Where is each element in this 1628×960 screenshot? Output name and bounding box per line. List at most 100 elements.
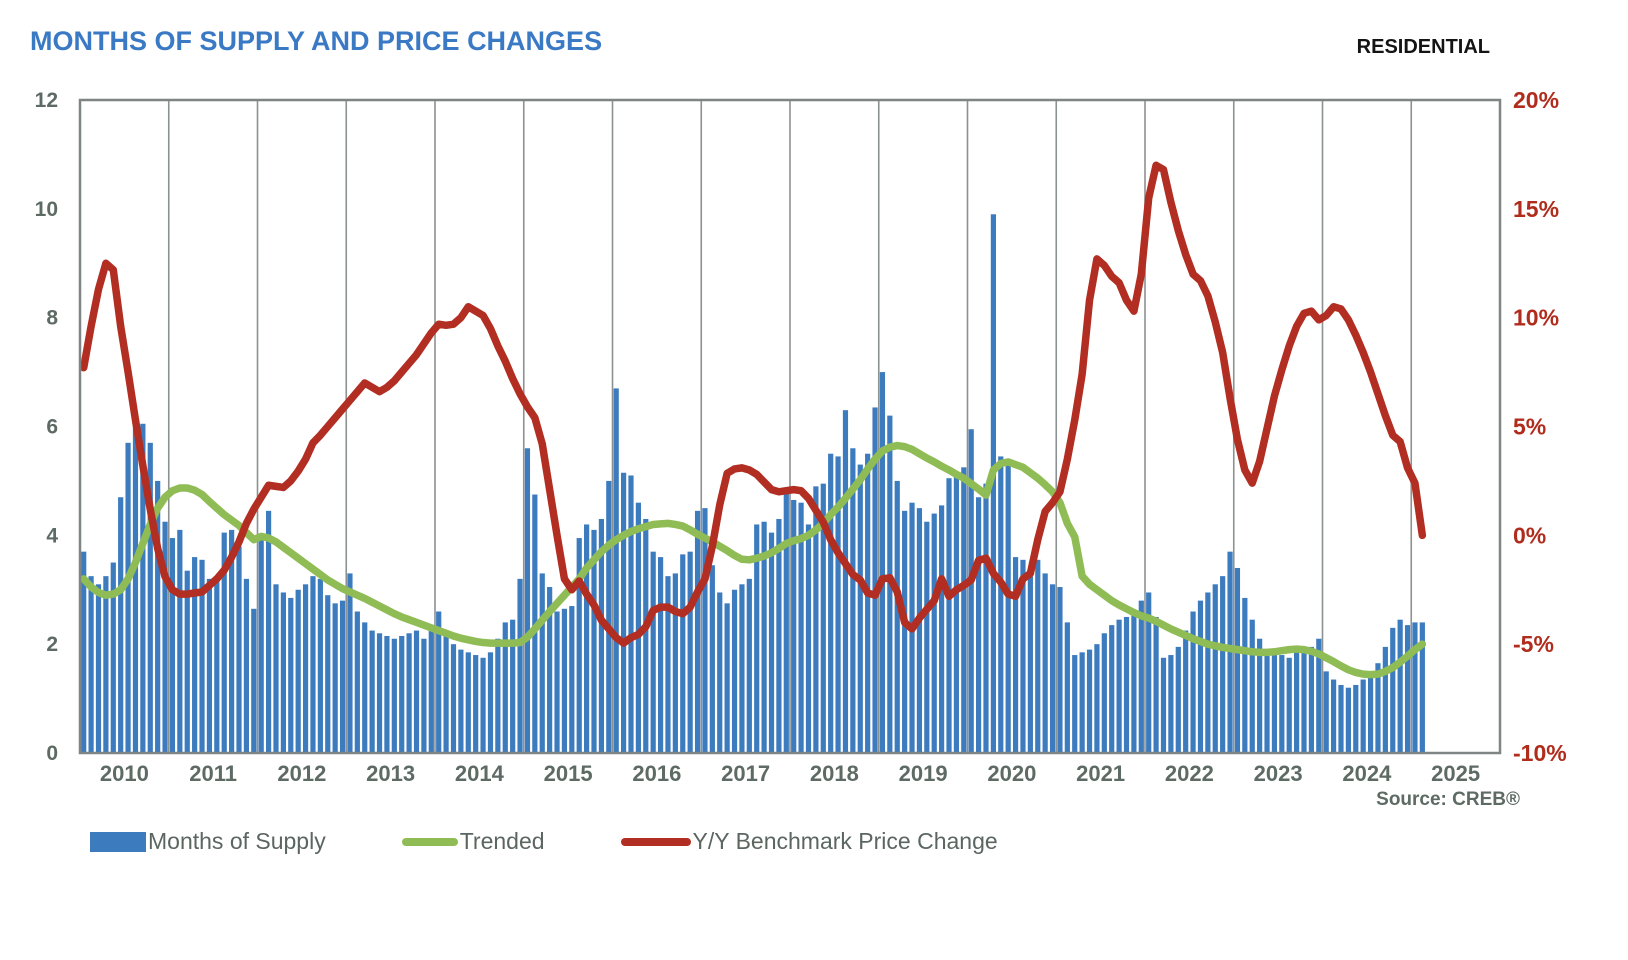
supply-bar xyxy=(687,551,693,753)
svg-text:10%: 10% xyxy=(1513,305,1559,331)
supply-bar xyxy=(302,584,309,753)
svg-text:2021: 2021 xyxy=(1076,761,1125,786)
supply-bar xyxy=(258,535,264,753)
supply-bar xyxy=(975,497,982,753)
supply-bar xyxy=(739,584,745,753)
supply-bar xyxy=(1404,625,1411,753)
svg-text:2025: 2025 xyxy=(1431,761,1480,786)
supply-bar xyxy=(672,573,678,753)
supply-bar xyxy=(547,587,553,753)
supply-bar xyxy=(791,499,797,753)
supply-bar xyxy=(110,562,116,753)
supply-bar xyxy=(1160,657,1167,753)
supply-bar xyxy=(783,489,789,753)
supply-bar xyxy=(517,578,523,753)
supply-bar xyxy=(1419,622,1425,753)
supply-bar xyxy=(1183,630,1189,753)
legend-item-price-change: Y/Y Benchmark Price Change xyxy=(620,828,998,855)
bar-swatch-icon xyxy=(90,831,146,852)
supply-bar xyxy=(835,456,841,753)
supply-bar xyxy=(598,519,605,753)
supply-bar xyxy=(702,508,708,753)
supply-bar xyxy=(1308,646,1315,753)
supply-bar xyxy=(155,480,161,753)
supply-bar xyxy=(273,584,279,753)
supply-bar xyxy=(1190,611,1196,753)
supply-bar xyxy=(1375,663,1381,753)
svg-text:2016: 2016 xyxy=(632,761,681,786)
legend-label: Trended xyxy=(459,828,545,854)
supply-bar xyxy=(983,483,989,753)
residential-label: RESIDENTIAL xyxy=(1356,36,1490,58)
svg-text:0%: 0% xyxy=(1513,522,1546,548)
svg-text:2022: 2022 xyxy=(1165,761,1214,786)
left-axis-ticks: 0 2 4 6 8 10 12 xyxy=(35,89,59,765)
supply-bar xyxy=(1123,616,1130,753)
supply-bar xyxy=(724,603,730,753)
supply-bar xyxy=(88,576,94,753)
supply-bar xyxy=(1249,619,1255,753)
supply-bar xyxy=(813,486,819,753)
supply-bar xyxy=(939,505,945,753)
svg-text:2013: 2013 xyxy=(366,761,415,786)
supply-bar xyxy=(1042,573,1048,753)
supply-bar xyxy=(798,502,804,753)
supply-bar xyxy=(169,538,176,753)
supply-bar xyxy=(569,606,575,753)
supply-bar xyxy=(1330,679,1337,753)
supply-bar xyxy=(1094,644,1100,753)
supply-bar xyxy=(1146,592,1152,753)
supply-bar xyxy=(717,592,723,753)
supply-bar xyxy=(1197,600,1204,753)
supply-bar xyxy=(1397,619,1403,753)
svg-text:4: 4 xyxy=(46,524,58,547)
supply-bar xyxy=(1316,638,1322,753)
svg-text:2024: 2024 xyxy=(1342,761,1392,786)
supply-bar xyxy=(606,480,612,753)
supply-bar xyxy=(1323,671,1329,753)
supply-bar xyxy=(428,627,434,753)
supply-bar xyxy=(894,480,900,753)
supply-bar xyxy=(931,513,937,753)
supply-bar xyxy=(754,524,760,753)
supply-bar xyxy=(968,429,974,753)
supply-bar xyxy=(495,638,501,753)
supply-bar xyxy=(857,464,863,753)
supply-bar xyxy=(487,652,494,753)
supply-bar xyxy=(828,453,834,753)
svg-text:2020: 2020 xyxy=(987,761,1036,786)
supply-bar xyxy=(347,573,353,753)
supply-bar xyxy=(406,633,412,753)
supply-bar xyxy=(953,472,960,753)
supply-bar xyxy=(761,521,767,753)
price-change-line xyxy=(79,161,1427,647)
svg-text:2012: 2012 xyxy=(277,761,326,786)
supply-bar xyxy=(95,584,102,753)
svg-text:2010: 2010 xyxy=(100,761,149,786)
svg-text:8: 8 xyxy=(46,307,58,330)
supply-bar xyxy=(1168,655,1174,753)
supply-bar xyxy=(1242,597,1248,753)
supply-bar xyxy=(280,592,286,753)
supply-bar xyxy=(576,538,582,753)
supply-bar xyxy=(140,423,146,753)
supply-bar xyxy=(820,483,826,753)
supply-bar xyxy=(251,608,257,753)
supply-bar xyxy=(902,510,908,753)
supply-bar xyxy=(1109,625,1115,753)
supply-bar xyxy=(1382,646,1388,753)
supply-bar xyxy=(1264,649,1270,753)
supply-bar xyxy=(339,600,346,753)
supply-bar xyxy=(510,619,516,753)
supply-bar xyxy=(243,578,250,753)
source-label: Source: CREB® xyxy=(1376,789,1520,810)
supply-bar xyxy=(1294,652,1300,753)
supply-bar xyxy=(1079,652,1085,753)
supply-bar xyxy=(1360,679,1366,753)
legend-item-months-of-supply: Months of Supply xyxy=(90,828,326,855)
supply-bar xyxy=(132,418,139,753)
supply-bar xyxy=(443,633,449,753)
supply-bar xyxy=(1064,622,1070,753)
supply-bar xyxy=(680,554,686,753)
